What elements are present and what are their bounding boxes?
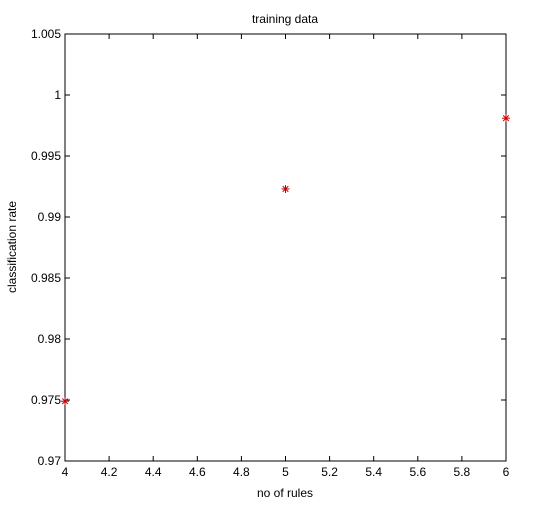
x-tick-label: 4.4 [145, 465, 162, 479]
x-axis-label: no of rules [257, 486, 313, 500]
x-tick-label: 5 [282, 465, 289, 479]
y-tick-label: 0.99 [38, 210, 62, 224]
y-tick-label: 0.985 [31, 271, 61, 285]
data-point [61, 397, 69, 406]
data-point [502, 114, 510, 123]
x-tick-label: 5.4 [365, 465, 382, 479]
x-tick-label: 4.2 [101, 465, 118, 479]
y-tick-label: 0.98 [38, 332, 62, 346]
x-tick-label: 4.8 [233, 465, 250, 479]
x-tick-label: 5.2 [321, 465, 338, 479]
y-tick-label: 0.97 [38, 454, 62, 468]
chart-title: training data [252, 12, 318, 26]
data-point-stroke [502, 115, 510, 122]
y-tick-label: 1.005 [31, 27, 61, 41]
plot-area [64, 33, 507, 462]
x-tick-label: 6 [503, 465, 510, 479]
y-tick-label: 1 [54, 88, 61, 102]
x-tick-label: 4 [62, 465, 69, 479]
data-points [61, 114, 510, 406]
data-point-stroke [282, 185, 289, 193]
data-point-stroke [61, 398, 69, 405]
axis-ticks: 4 4.2 4.4 4.6 4.8 5 5.2 5.4 5.6 5.8 6 0.97 0.975 0.98… [31, 27, 510, 479]
y-tick-label: 0.995 [31, 149, 61, 163]
x-tick-label: 5.6 [409, 465, 426, 479]
y-axis-label: classification rate [5, 201, 19, 293]
data-point [281, 184, 290, 193]
x-tick-label: 4.6 [189, 465, 206, 479]
y-tick-label: 0.975 [31, 393, 61, 407]
x-tick-label: 5.8 [454, 465, 471, 479]
